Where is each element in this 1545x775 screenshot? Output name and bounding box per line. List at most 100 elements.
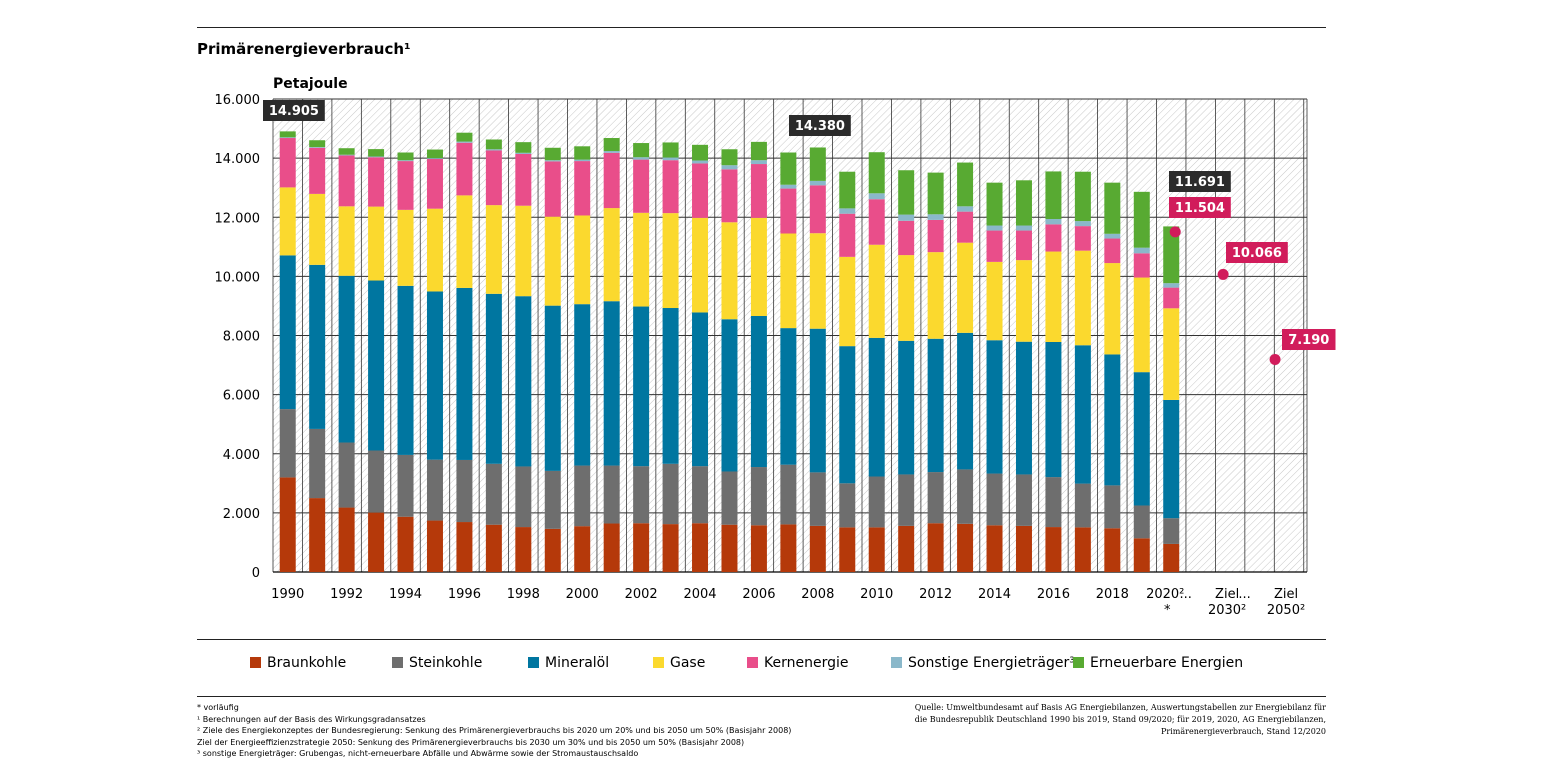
bar-segment-erneuerbare (1045, 171, 1062, 220)
bar-segment-gase (750, 217, 767, 316)
bar-segment-steinkohle (927, 472, 944, 524)
bar-segment-braunkohle (721, 524, 738, 572)
x-tick-label: Ziel (1274, 587, 1298, 602)
bar-segment-mineraloel (397, 285, 414, 455)
bar-segment-steinkohle (603, 465, 620, 524)
bar-segment-mineraloel (1015, 341, 1032, 475)
target-label-box (1282, 329, 1336, 350)
bar-segment-kernenergie (426, 159, 443, 209)
legend-swatch (891, 657, 902, 668)
bar-segment-sonstige (544, 160, 561, 162)
bar-segment-braunkohle (426, 520, 443, 572)
legend-label: Gase (670, 655, 706, 671)
bar-segment-sonstige (603, 151, 620, 153)
legend-item-erneuerbare: Erneuerbare Energien (1073, 655, 1243, 671)
x-tick-label: 2000 (566, 587, 599, 602)
target-label-box (1226, 242, 1288, 263)
bar-segment-gase (633, 212, 650, 307)
y-tick-label: 0 (252, 566, 260, 581)
bar-segment-erneuerbare (721, 149, 738, 166)
bar-segment-kernenergie (574, 161, 591, 216)
bar-segment-gase (515, 205, 532, 297)
bar-segment-braunkohle (1015, 525, 1032, 572)
legend-item-kernenergie: Kernenergie (747, 655, 848, 671)
bar-segment-sonstige (368, 156, 385, 158)
bar-segment-mineraloel (456, 287, 473, 460)
bar-segment-steinkohle (957, 469, 974, 524)
bar-segment-braunkohle (515, 527, 532, 572)
bar-segment-kernenergie (780, 188, 797, 234)
bar-segment-kernenergie (898, 220, 915, 256)
bar-segment-braunkohle (603, 523, 620, 572)
bar-segment-mineraloel (780, 328, 797, 465)
bar-segment-gase (986, 261, 1003, 341)
bar-segment-sonstige (1045, 219, 1062, 225)
bar-segment-gase (780, 233, 797, 329)
bar-segment-gase (338, 206, 355, 276)
bar-segment-erneuerbare (574, 146, 591, 160)
bar-segment-gase (1163, 308, 1180, 400)
bar-segment-mineraloel (986, 340, 1003, 474)
bar-segment-erneuerbare (1074, 171, 1091, 222)
bar-segment-kernenergie (1045, 224, 1062, 252)
bar-segment-gase (721, 222, 738, 320)
bar-segment-sonstige (1133, 247, 1150, 254)
bar-segment-braunkohle (750, 525, 767, 572)
bar-segment-sonstige (809, 180, 826, 186)
legend-bottom-rule (197, 696, 1326, 697)
footnote: ¹ Berechnungen auf der Basis des Wirkung… (197, 714, 426, 724)
bar-segment-braunkohle (957, 523, 974, 572)
bar-segment-mineraloel (603, 301, 620, 466)
bar-segment-kernenergie (721, 169, 738, 223)
bar-segment-steinkohle (1045, 477, 1062, 528)
total-label-box (789, 115, 851, 136)
bar-segment-erneuerbare (839, 171, 856, 209)
bar-segment-mineraloel (279, 255, 296, 410)
bar-segment-braunkohle (662, 524, 679, 572)
bar-segment-steinkohle (1074, 483, 1091, 528)
bar-segment-kernenergie (279, 138, 296, 188)
bar-segment-kernenergie (397, 161, 414, 210)
legend-swatch (250, 657, 261, 668)
legend-item-sonstige: Sonstige Energieträger³ (891, 655, 1075, 671)
bar-segment-gase (692, 217, 709, 313)
x-tick-label: Ziel (1215, 587, 1239, 602)
bars (279, 131, 1180, 572)
bar-segment-gase (603, 208, 620, 302)
bar-segment-steinkohle (898, 474, 915, 526)
bar-segment-steinkohle (515, 466, 532, 528)
bar-segment-braunkohle (456, 522, 473, 572)
bar-segment-mineraloel (515, 296, 532, 467)
target-label: 10.066 (1232, 246, 1282, 261)
bar-segment-mineraloel (1163, 399, 1180, 519)
bar-segment-erneuerbare (662, 142, 679, 158)
bar-segment-kernenergie (338, 155, 355, 207)
bar-segment-steinkohle (692, 466, 709, 524)
bar-segment-sonstige (957, 206, 974, 212)
bar-segment-mineraloel (368, 280, 385, 451)
bar-segment-erneuerbare (397, 152, 414, 161)
bar-segment-kernenergie (839, 213, 856, 257)
chart: 02.0004.0006.0008.00010.00012.00014.0001… (215, 76, 1336, 618)
bar-segment-kernenergie (603, 152, 620, 209)
x-axis: 1990 1992 1994 1996 1998 2000 2002 2004 2006 2008… (271, 587, 1305, 618)
legend-top-rule (197, 639, 1326, 640)
legend-item-braunkohle: Braunkohle (250, 655, 346, 671)
bar-segment-mineraloel (868, 337, 885, 477)
bar-segment-erneuerbare (485, 139, 502, 150)
bar-segment-gase (426, 208, 443, 292)
legend-item-gase: Gase (653, 655, 705, 671)
legend-swatch (528, 657, 539, 668)
x-tick-label: 2020² (1146, 587, 1184, 602)
bar-segment-braunkohle (692, 523, 709, 572)
bar-segment-braunkohle (1133, 538, 1150, 572)
y-axis-label: Petajoule (273, 76, 348, 92)
bar-segment-mineraloel (309, 264, 326, 429)
bar-segment-steinkohle (633, 466, 650, 524)
bar-segment-erneuerbare (1015, 180, 1032, 226)
y-tick-label: 4.000 (223, 448, 260, 463)
bar-segment-sonstige (1104, 233, 1121, 239)
bar-segment-gase (485, 205, 502, 294)
bar-segment-braunkohle (368, 512, 385, 572)
bar-segment-kernenergie (809, 185, 826, 234)
